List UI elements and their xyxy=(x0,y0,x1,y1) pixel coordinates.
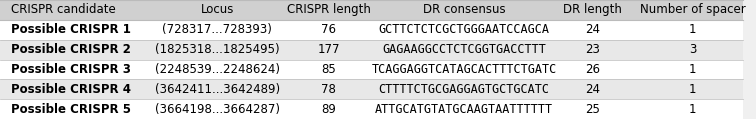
Text: Possible CRISPR 2: Possible CRISPR 2 xyxy=(11,43,131,56)
Text: Locus: Locus xyxy=(200,3,234,16)
Bar xyxy=(0,79,742,99)
Text: (3664198...3664287): (3664198...3664287) xyxy=(155,103,280,116)
Text: Possible CRISPR 4: Possible CRISPR 4 xyxy=(11,83,131,96)
Text: DR consensus: DR consensus xyxy=(423,3,506,16)
Bar xyxy=(0,20,742,40)
Text: Possible CRISPR 1: Possible CRISPR 1 xyxy=(11,23,131,36)
Text: 76: 76 xyxy=(321,23,336,36)
Text: 1: 1 xyxy=(689,83,696,96)
Text: Number of spacer: Number of spacer xyxy=(640,3,745,16)
Text: 85: 85 xyxy=(321,63,336,76)
Text: 25: 25 xyxy=(585,103,600,116)
Bar xyxy=(0,40,742,60)
Text: CRISPR candidate: CRISPR candidate xyxy=(11,3,116,16)
Text: 89: 89 xyxy=(321,103,336,116)
Text: 23: 23 xyxy=(585,43,600,56)
Text: Possible CRISPR 3: Possible CRISPR 3 xyxy=(11,63,131,76)
Text: DR length: DR length xyxy=(563,3,621,16)
Text: GCTTCTCTCGCTGGGAATCCAGCA: GCTTCTCTCGCTGGGAATCCAGCA xyxy=(379,23,550,36)
Text: 78: 78 xyxy=(321,83,336,96)
Text: 3: 3 xyxy=(689,43,696,56)
Bar xyxy=(0,99,742,119)
Text: (728317...728393): (728317...728393) xyxy=(163,23,272,36)
Text: Possible CRISPR 5: Possible CRISPR 5 xyxy=(11,103,131,116)
Text: (2248539...2248624): (2248539...2248624) xyxy=(155,63,280,76)
Text: CRISPR length: CRISPR length xyxy=(287,3,370,16)
Text: 177: 177 xyxy=(318,43,340,56)
Text: 24: 24 xyxy=(585,23,600,36)
Text: 26: 26 xyxy=(585,63,600,76)
Text: (1825318...1825495): (1825318...1825495) xyxy=(155,43,280,56)
Text: 1: 1 xyxy=(689,63,696,76)
Text: ATTGCATGTATGCAAGTAATTTTTT: ATTGCATGTATGCAAGTAATTTTTT xyxy=(375,103,553,116)
Text: (3642411...3642489): (3642411...3642489) xyxy=(155,83,280,96)
Text: GAGAAGGCCTCTCGGTGACCTTT: GAGAAGGCCTCTCGGTGACCTTT xyxy=(383,43,546,56)
Bar xyxy=(0,0,742,20)
Text: 24: 24 xyxy=(585,83,600,96)
Text: 1: 1 xyxy=(689,103,696,116)
Text: CTTTTCTGCGAGGAGTGCTGCATC: CTTTTCTGCGAGGAGTGCTGCATC xyxy=(379,83,550,96)
Text: TCAGGAGGTCATAGCACTTTCTGATC: TCAGGAGGTCATAGCACTTTCTGATC xyxy=(371,63,557,76)
Text: 1: 1 xyxy=(689,23,696,36)
Bar xyxy=(0,60,742,79)
